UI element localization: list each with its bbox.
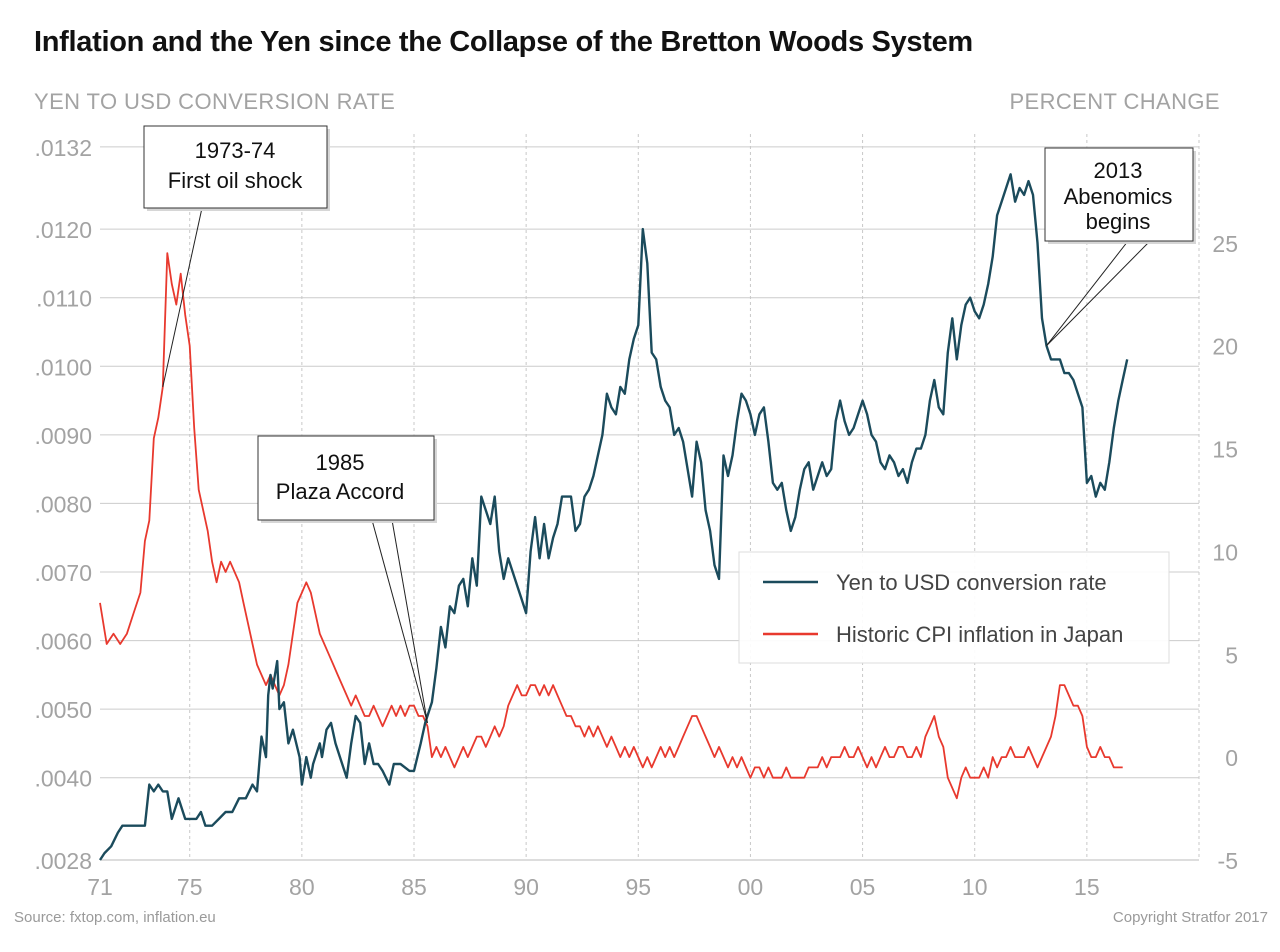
x-tick-label: 85 <box>401 874 427 900</box>
callout-title: 1973-74 <box>195 138 276 163</box>
x-tick-label: 15 <box>1074 874 1100 900</box>
callout-title: 2013 <box>1094 158 1143 183</box>
annotation-callout: 1985 Plaza Accord <box>257 435 437 723</box>
y-right-tick-label: 0 <box>1225 745 1238 771</box>
x-tick-label: 80 <box>289 874 315 900</box>
y-right-tick-label: 25 <box>1212 231 1238 257</box>
callout-text: begins <box>1086 209 1151 234</box>
y-left-tick-label: .0060 <box>34 629 92 655</box>
y-left-tick-label: .0070 <box>34 560 92 586</box>
y-right-tick-label: 10 <box>1212 539 1238 565</box>
copyright-note: Copyright Stratfor 2017 <box>1112 909 1268 926</box>
x-tick-label: 90 <box>513 874 539 900</box>
y-left-tick-label: .0120 <box>34 217 92 243</box>
y-right-tick-label: 20 <box>1212 334 1238 360</box>
y-left-tick-label: .0090 <box>34 423 92 449</box>
x-tick-label: 71 <box>87 874 113 900</box>
x-tick-label: 05 <box>850 874 876 900</box>
callout-text: First oil shock <box>168 168 303 193</box>
callout-pointer <box>391 519 428 723</box>
series-lines <box>98 173 1129 861</box>
y-right-tick-label: 5 <box>1225 642 1238 668</box>
y-left-tick-label: .0110 <box>36 286 92 312</box>
legend-box <box>738 551 1170 664</box>
callout-text: Abenomics <box>1064 184 1173 209</box>
annotations: 1973-74 First oil shock 1985 Plaza Accord 20… <box>143 125 1196 723</box>
y-left-tick-label: .0132 <box>34 135 92 161</box>
y-left-tick-label: .0100 <box>34 354 92 380</box>
x-tick-label: 75 <box>177 874 203 900</box>
callout-box <box>1044 147 1194 242</box>
y-left-tick-label: .0040 <box>34 766 92 792</box>
left-axis-title: YEN TO USD CONVERSION RATE <box>34 89 396 114</box>
x-tick-label: 00 <box>738 874 764 900</box>
y-right-tick-label: -5 <box>1218 848 1238 874</box>
y-left-tick-label: .0080 <box>34 491 92 517</box>
source-note: Source: fxtop.com, inflation.eu <box>14 909 216 926</box>
x-tick-label: 95 <box>625 874 651 900</box>
yen-usd-line <box>98 173 1129 861</box>
y-left-tick-label: .0028 <box>34 848 92 874</box>
callout-box <box>143 125 328 209</box>
y-right-tick-label: 15 <box>1212 437 1238 463</box>
callout-box <box>257 435 435 521</box>
cpi-inflation-line <box>99 252 1123 800</box>
x-tick-label: 10 <box>962 874 988 900</box>
callout-title: 1985 <box>316 450 365 475</box>
y-left-tick-label: .0050 <box>34 697 92 723</box>
legend: Yen to USD conversion rate Historic CPI i… <box>738 551 1170 664</box>
callout-pointer <box>1046 240 1129 347</box>
legend-label: Yen to USD conversion rate <box>836 570 1107 595</box>
legend-label: Historic CPI inflation in Japan <box>836 622 1123 647</box>
callout-text: Plaza Accord <box>276 479 404 504</box>
callout-pointer <box>162 207 203 387</box>
callout-pointer <box>371 519 428 723</box>
annotation-callout: 1973-74 First oil shock <box>143 125 330 387</box>
right-axis-title: PERCENT CHANGE <box>1009 89 1220 114</box>
axis-ticks: .0028 .0040 .0050 .0060 .0070 .0080 .0090 .0100… <box>34 135 1238 900</box>
chart-title: Inflation and the Yen since the Collapse… <box>34 26 973 58</box>
callout-pointer <box>1046 240 1151 347</box>
